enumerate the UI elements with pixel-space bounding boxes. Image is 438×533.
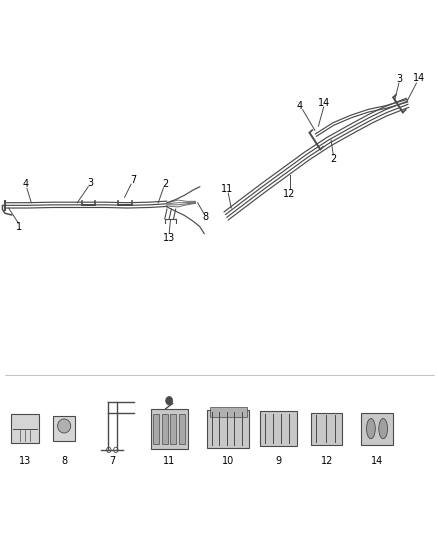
Bar — [360, 413, 392, 445]
Text: 12: 12 — [283, 189, 295, 199]
Text: 4: 4 — [296, 101, 302, 111]
Ellipse shape — [366, 418, 374, 439]
Text: 3: 3 — [396, 74, 402, 84]
Bar — [179, 414, 185, 445]
Text: 8: 8 — [61, 456, 67, 465]
Text: 14: 14 — [370, 456, 382, 465]
Text: 12: 12 — [320, 456, 332, 465]
Text: 11: 11 — [221, 184, 233, 194]
Circle shape — [165, 397, 172, 405]
Bar — [259, 411, 297, 446]
Text: 2: 2 — [162, 179, 168, 189]
Bar — [152, 414, 159, 445]
Text: 7: 7 — [130, 175, 136, 185]
Bar — [150, 409, 187, 449]
Text: 11: 11 — [162, 456, 175, 465]
Text: 2: 2 — [329, 154, 336, 164]
Text: 13: 13 — [162, 233, 175, 243]
Bar — [161, 414, 167, 445]
Text: 9: 9 — [275, 456, 281, 465]
Bar — [53, 416, 75, 441]
Text: 8: 8 — [202, 212, 208, 222]
Text: 13: 13 — [18, 456, 31, 465]
Ellipse shape — [57, 419, 71, 433]
Bar — [310, 413, 342, 445]
Bar — [11, 414, 39, 443]
Ellipse shape — [378, 418, 387, 439]
Text: 3: 3 — [87, 177, 93, 188]
Text: 10: 10 — [222, 456, 234, 465]
Text: 14: 14 — [412, 74, 424, 83]
Text: 14: 14 — [317, 98, 329, 108]
Bar — [170, 414, 176, 445]
Bar — [207, 409, 248, 448]
Text: 1: 1 — [16, 222, 22, 232]
Bar — [209, 407, 246, 417]
Text: 7: 7 — [109, 456, 115, 465]
Text: 4: 4 — [23, 179, 29, 189]
